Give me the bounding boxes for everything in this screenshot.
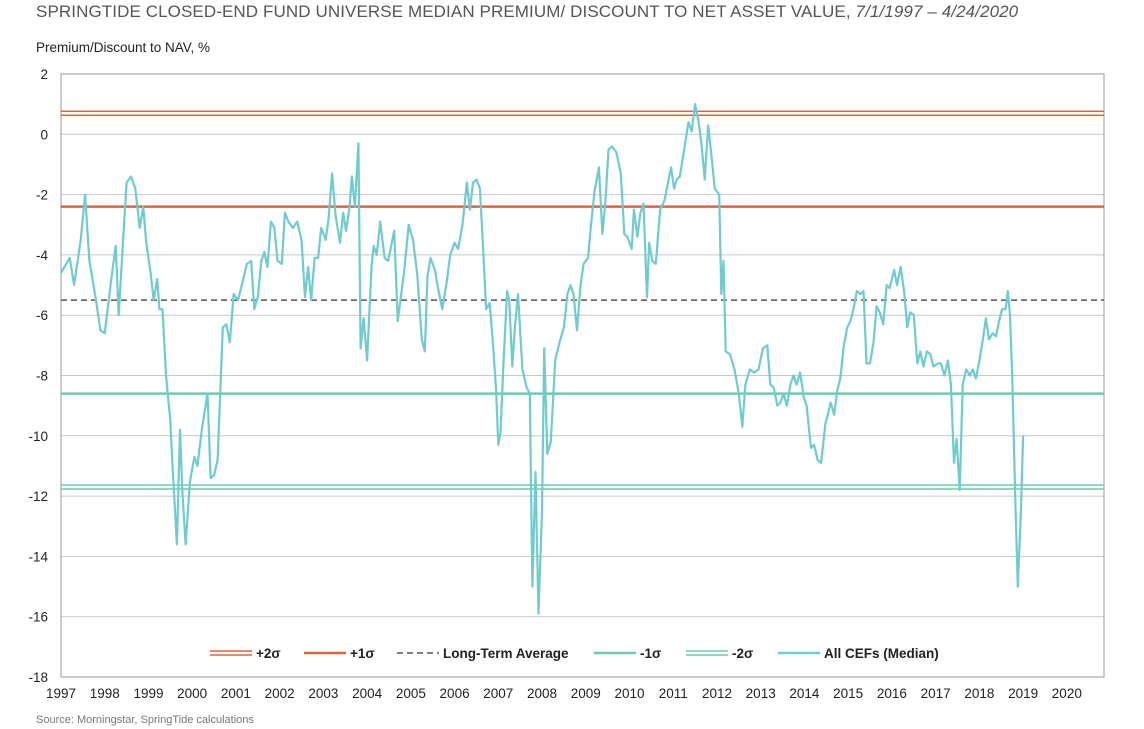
- x-tick-label: 2001: [221, 686, 251, 701]
- x-tick-label: 2013: [746, 686, 776, 701]
- legend-label-minus1: -1σ: [640, 646, 661, 661]
- y-tick-label: -18: [28, 670, 48, 685]
- x-tick-label: 2020: [1052, 686, 1082, 701]
- x-tick-label: 2005: [396, 686, 426, 701]
- legend-label-plus2: +2σ: [256, 646, 281, 661]
- x-tick-label: 2012: [702, 686, 732, 701]
- y-tick-label: 0: [40, 127, 48, 142]
- x-tick-label: 2016: [877, 686, 907, 701]
- plot-frame: [60, 73, 1105, 678]
- x-tick-label: 2007: [483, 686, 513, 701]
- x-tick-label: 2003: [308, 686, 338, 701]
- x-tick-label: 2017: [921, 686, 951, 701]
- y-tick-label: -6: [36, 308, 48, 323]
- legend-label-plus1: +1σ: [350, 646, 375, 661]
- y-axis-label: Premium/Discount to NAV, %: [36, 40, 211, 55]
- y-tick-label: -16: [28, 610, 48, 625]
- legend-label-minus2: -2σ: [732, 646, 753, 661]
- x-tick-label: 2009: [571, 686, 601, 701]
- y-tick-label: -2: [36, 188, 48, 203]
- y-tick-label: -14: [28, 549, 48, 564]
- x-tick-label: 2004: [352, 686, 383, 701]
- y-tick-label: -12: [28, 489, 48, 504]
- x-tick-label: 2010: [614, 686, 644, 701]
- title-dates: 7/1/1997 – 4/24/2020: [855, 2, 1019, 21]
- y-tick-label: -4: [36, 248, 48, 263]
- x-tick-label: 2018: [964, 686, 994, 701]
- x-tick-label: 2008: [527, 686, 557, 701]
- title-main: SPRINGTIDE CLOSED-END FUND UNIVERSE MEDI…: [36, 2, 851, 21]
- legend-label-avg: Long-Term Average: [443, 646, 569, 661]
- y-tick-label: -10: [28, 429, 48, 444]
- chart-title: SPRINGTIDE CLOSED-END FUND UNIVERSE MEDI…: [36, 2, 1018, 22]
- x-tick-label: 2006: [440, 686, 470, 701]
- x-tick-label: 1997: [46, 686, 76, 701]
- x-tick-label: 2014: [789, 686, 820, 701]
- legend-label-median: All CEFs (Median): [824, 646, 939, 661]
- x-tick-label: 2011: [659, 686, 688, 701]
- x-tick-label: 2002: [265, 686, 295, 701]
- source-note: Source: Morningstar, SpringTide calculat…: [36, 714, 254, 726]
- y-tick-label: -8: [36, 369, 48, 384]
- x-tick-label: 2015: [833, 686, 863, 701]
- x-tick-label: 1999: [133, 686, 163, 701]
- y-tick-label: 2: [40, 67, 48, 82]
- x-tick-label: 1998: [90, 686, 120, 701]
- x-tick-label: 2000: [177, 686, 207, 701]
- x-tick-label: 2019: [1008, 686, 1038, 701]
- series-line-median: [60, 103, 1025, 615]
